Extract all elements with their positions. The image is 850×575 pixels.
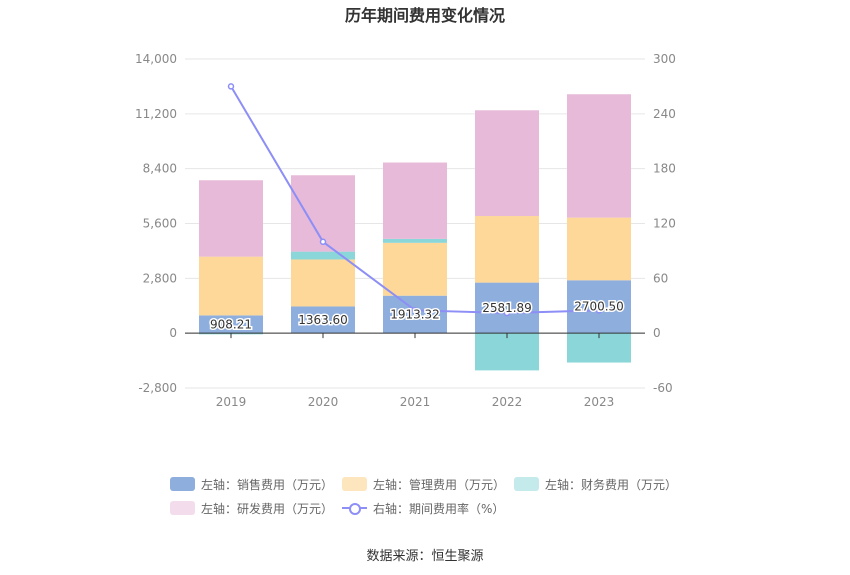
bar-admin [475, 216, 539, 283]
legend-label-rate: 右轴：期间费用率（%） [373, 501, 505, 516]
x-axis-tick-label: 2023 [584, 395, 615, 409]
sales-data-label: 2581.89 [482, 301, 532, 315]
bar-sales [383, 295, 447, 334]
legend-row: 左轴：销售费用（万元） 左轴：管理费用（万元） 左轴：财务费用（万元） [170, 472, 710, 496]
legend-swatch-sales [170, 477, 195, 491]
legend-item-finance[interactable]: 左轴：财务费用（万元） [514, 476, 686, 493]
rate-point [411, 307, 419, 314]
left-axis-tick-label: -2,800 [138, 381, 177, 395]
source-note: 数据来源：恒生聚源 [366, 549, 484, 564]
legend-item-rate[interactable]: 右轴：期间费用率（%） [342, 500, 514, 517]
left-axis-tick-label: 14,000 [135, 52, 177, 66]
right-axis-tick-label: 300 [653, 52, 676, 66]
legend-swatch-rnd [170, 501, 195, 515]
bar-admin [199, 256, 263, 316]
left-axis-tick-label: 0 [169, 326, 177, 340]
legend-item-admin[interactable]: 左轴：管理费用（万元） [342, 476, 514, 493]
left-axis-tick-label: 2,800 [143, 271, 177, 285]
rate-point [227, 83, 235, 90]
bar-finance [291, 251, 355, 260]
sales-data-label: 908.21 [210, 317, 252, 331]
legend-item-sales[interactable]: 左轴：销售费用（万元） [170, 476, 342, 493]
legend-swatch-admin [342, 477, 367, 491]
bar-admin [567, 217, 631, 281]
right-axis-tick-label: 60 [653, 271, 668, 285]
legend: 左轴：销售费用（万元） 左轴：管理费用（万元） 左轴：财务费用（万元） 左轴：研… [170, 472, 710, 520]
bar-rnd [383, 162, 447, 239]
sales-data-label: 1913.32 [390, 307, 440, 321]
legend-item-rnd[interactable]: 左轴：研发费用（万元） [170, 500, 342, 517]
legend-swatch-finance [514, 477, 539, 491]
bar-sales [291, 306, 355, 334]
chart-title: 历年期间费用变化情况 [344, 6, 505, 25]
bar-finance [475, 333, 539, 371]
legend-label-admin: 左轴：管理费用（万元） [373, 477, 506, 492]
right-axis-tick-label: 120 [653, 217, 676, 231]
x-axis-tick-label: 2019 [216, 395, 247, 409]
rate-point [595, 307, 603, 314]
left-axis-tick-label: 8,400 [143, 162, 177, 176]
bar-rnd [475, 110, 539, 217]
rate-point [319, 238, 327, 246]
x-axis-tick-label: 2020 [308, 395, 339, 409]
left-axis-tick-label: 11,200 [135, 107, 177, 121]
rate-point [503, 309, 511, 317]
chart-plot: -2,800 0 2,800 5,600 8,400 11,200 14,000 -60 0 60… [135, 52, 676, 409]
bar-sales [199, 315, 263, 334]
sales-data-label: 2700.50 [574, 300, 624, 314]
x-axis-tick-label: 2022 [492, 395, 523, 409]
left-axis-tick-label: 5,600 [143, 217, 177, 231]
right-axis-tick-label: -60 [653, 381, 673, 395]
sales-data-label: 1363.60 [298, 313, 348, 327]
legend-line-marker-icon [342, 501, 367, 515]
bar-sales [475, 282, 539, 334]
legend-label-sales: 左轴：销售费用（万元） [201, 477, 334, 492]
bar-sales [567, 280, 631, 334]
bar-finance [383, 238, 447, 243]
x-axis-tick-label: 2021 [400, 395, 431, 409]
right-axis-tick-label: 0 [653, 326, 661, 340]
right-axis-tick-label: 240 [653, 107, 676, 121]
bar-rnd [199, 180, 263, 257]
right-axis-tick-label: 180 [653, 162, 676, 176]
bar-admin [291, 259, 355, 307]
legend-label-rnd: 左轴：研发费用（万元） [201, 501, 334, 516]
bar-admin [383, 242, 447, 296]
legend-row: 左轴：研发费用（万元） 右轴：期间费用率（%） [170, 496, 710, 520]
bar-rnd [567, 94, 631, 218]
legend-label-finance: 左轴：财务费用（万元） [545, 477, 678, 492]
